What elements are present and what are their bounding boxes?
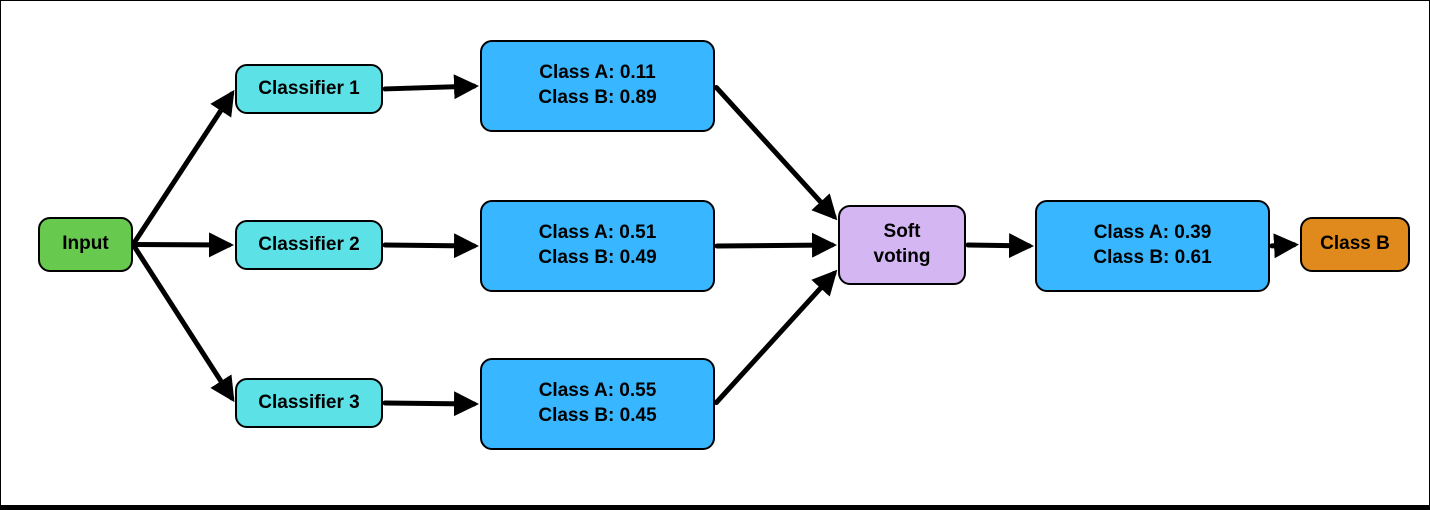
soft-voting-node: Soft voting <box>838 205 966 285</box>
probs-1-node: Class A: 0.11 Class B: 0.89 <box>480 40 715 132</box>
avg-probs-node: Class A: 0.39 Class B: 0.61 <box>1035 200 1270 292</box>
probs-3-line-b: Class B: 0.45 <box>538 404 656 429</box>
edge-arrow <box>716 87 834 216</box>
probs-3-node: Class A: 0.55 Class B: 0.45 <box>480 358 715 450</box>
classifier-1-node: Classifier 1 <box>235 64 383 114</box>
classifier-3-node: Classifier 3 <box>235 378 383 428</box>
edge-arrow <box>717 245 832 246</box>
avg-probs-line-b: Class B: 0.61 <box>1093 246 1211 271</box>
edge-arrow <box>1272 245 1294 246</box>
edge-arrow <box>385 86 474 89</box>
soft-voting-line-2: voting <box>874 245 931 270</box>
classifier-2-label: Classifier 2 <box>258 233 359 258</box>
edge-arrow <box>385 245 474 246</box>
output-label: Class B <box>1320 232 1390 257</box>
probs-2-line-b: Class B: 0.49 <box>538 246 656 271</box>
edge-arrow <box>134 94 232 243</box>
soft-voting-line-1: Soft <box>884 220 921 245</box>
edge-arrow <box>134 246 232 398</box>
probs-1-line-a: Class A: 0.11 <box>539 61 656 86</box>
classifier-1-label: Classifier 1 <box>258 77 359 102</box>
edge-arrow <box>385 403 474 404</box>
probs-2-node: Class A: 0.51 Class B: 0.49 <box>480 200 715 292</box>
probs-1-line-b: Class B: 0.89 <box>538 86 656 111</box>
probs-3-line-a: Class A: 0.55 <box>539 379 657 404</box>
avg-probs-line-a: Class A: 0.39 <box>1094 221 1212 246</box>
classifier-3-label: Classifier 3 <box>258 391 359 416</box>
probs-2-line-a: Class A: 0.51 <box>539 221 657 246</box>
classifier-2-node: Classifier 2 <box>235 220 383 270</box>
edge-arrow <box>968 245 1029 246</box>
input-label: Input <box>62 232 108 257</box>
input-node: Input <box>38 217 133 272</box>
output-node: Class B <box>1300 217 1410 272</box>
edge-arrow <box>716 273 834 402</box>
